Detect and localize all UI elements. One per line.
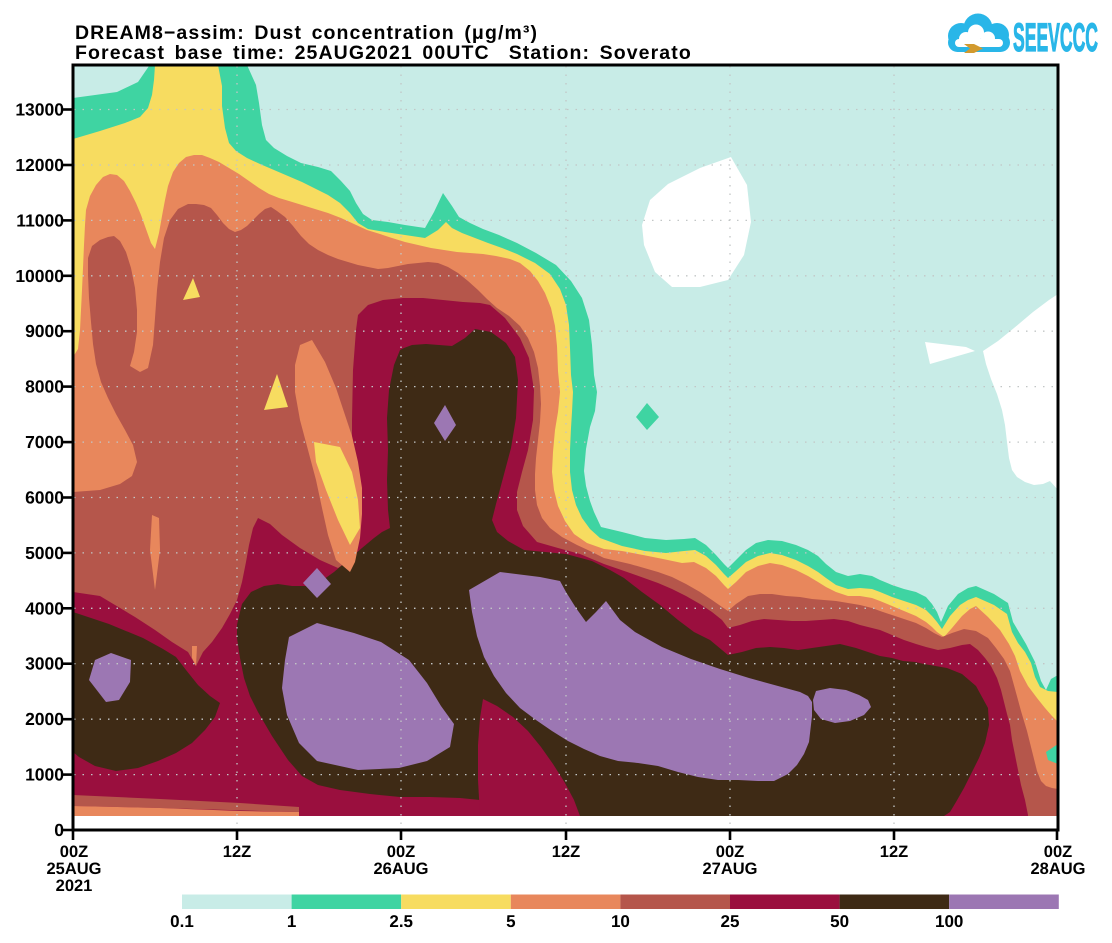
svg-text:2021: 2021 (56, 877, 93, 895)
svg-text:5000: 5000 (25, 543, 64, 563)
svg-text:12Z: 12Z (552, 843, 580, 861)
svg-text:3000: 3000 (25, 654, 64, 674)
svg-text:6000: 6000 (25, 488, 64, 508)
svg-text:5: 5 (506, 912, 515, 931)
svg-text:12Z: 12Z (880, 843, 908, 861)
svg-text:13000: 13000 (15, 100, 64, 120)
svg-text:00Z: 00Z (60, 843, 88, 861)
svg-text:8000: 8000 (25, 377, 64, 397)
svg-text:9000: 9000 (25, 321, 64, 341)
svg-text:50: 50 (830, 912, 849, 931)
svg-text:11000: 11000 (16, 210, 64, 230)
svg-text:00Z: 00Z (387, 843, 415, 861)
svg-text:25: 25 (721, 912, 740, 931)
svg-text:4000: 4000 (25, 598, 64, 618)
svg-text:28AUG: 28AUG (1030, 860, 1085, 878)
svg-text:27AUG: 27AUG (702, 860, 757, 878)
svg-text:0.1: 0.1 (170, 912, 194, 931)
svg-text:100: 100 (935, 912, 963, 931)
svg-text:1: 1 (287, 912, 296, 931)
svg-text:2000: 2000 (25, 709, 64, 729)
svg-text:00Z: 00Z (716, 843, 744, 861)
svg-text:12Z: 12Z (223, 843, 251, 861)
svg-text:0: 0 (54, 820, 64, 840)
svg-text:10: 10 (611, 912, 630, 931)
svg-text:SEEVCCC: SEEVCCC (1013, 16, 1098, 60)
svg-text:2.5: 2.5 (389, 912, 413, 931)
svg-text:12000: 12000 (15, 155, 64, 175)
svg-text:00Z: 00Z (1044, 843, 1072, 861)
svg-text:25AUG: 25AUG (46, 860, 101, 878)
svg-text:7000: 7000 (25, 432, 64, 452)
svg-text:10000: 10000 (15, 266, 64, 286)
svg-text:26AUG: 26AUG (373, 860, 428, 878)
svg-text:1000: 1000 (25, 765, 64, 785)
